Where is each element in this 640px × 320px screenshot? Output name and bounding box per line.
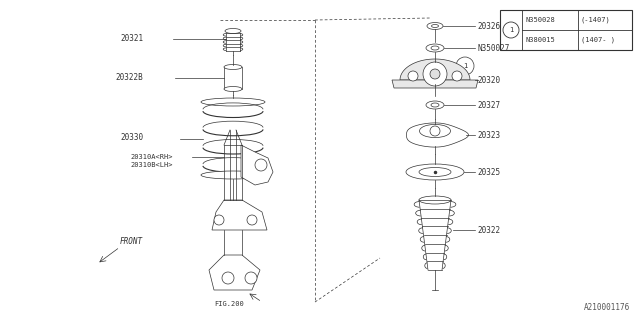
Ellipse shape [419, 124, 451, 138]
Ellipse shape [426, 101, 444, 109]
Polygon shape [241, 145, 273, 185]
Circle shape [245, 272, 257, 284]
Circle shape [255, 159, 267, 171]
Text: A210001176: A210001176 [584, 303, 630, 312]
Ellipse shape [224, 65, 242, 69]
Text: (-1407): (-1407) [581, 17, 611, 23]
Ellipse shape [406, 164, 464, 180]
Text: FRONT: FRONT [120, 237, 143, 246]
Text: 1: 1 [509, 27, 513, 33]
Text: 1: 1 [463, 63, 467, 69]
Text: 20321: 20321 [120, 34, 143, 43]
Text: 20326: 20326 [477, 22, 500, 31]
Text: 20310B<LH>: 20310B<LH> [130, 162, 173, 168]
Ellipse shape [419, 196, 451, 204]
Ellipse shape [431, 46, 439, 50]
Circle shape [503, 22, 519, 38]
Circle shape [214, 215, 224, 225]
Ellipse shape [419, 167, 451, 177]
Text: N380015: N380015 [525, 37, 555, 43]
Ellipse shape [431, 25, 438, 28]
Text: 20327: 20327 [477, 101, 500, 110]
Circle shape [456, 57, 474, 75]
Circle shape [423, 62, 447, 86]
Ellipse shape [201, 98, 265, 106]
Text: 20330: 20330 [120, 133, 143, 142]
Text: 20310A<RH>: 20310A<RH> [130, 154, 173, 160]
Polygon shape [406, 123, 468, 147]
Text: 20322: 20322 [477, 226, 500, 235]
Text: (1407- ): (1407- ) [581, 37, 615, 43]
Text: 20323: 20323 [477, 131, 500, 140]
Ellipse shape [426, 44, 444, 52]
Circle shape [452, 71, 462, 81]
Circle shape [430, 69, 440, 79]
Circle shape [430, 126, 440, 136]
Circle shape [408, 71, 418, 81]
Ellipse shape [224, 86, 242, 92]
Ellipse shape [431, 103, 439, 107]
Ellipse shape [201, 171, 265, 179]
Ellipse shape [427, 22, 443, 29]
Bar [224, 67, 242, 89]
Polygon shape [392, 80, 478, 88]
Text: N350027: N350027 [477, 44, 509, 53]
Text: N350028: N350028 [525, 17, 555, 23]
Polygon shape [209, 255, 260, 290]
Circle shape [222, 272, 234, 284]
Text: 20320: 20320 [477, 76, 500, 85]
Text: FIG.200: FIG.200 [214, 301, 244, 307]
Ellipse shape [225, 28, 241, 34]
Polygon shape [212, 200, 267, 230]
Text: 20325: 20325 [477, 168, 500, 177]
Bar [500, 10, 632, 50]
Polygon shape [400, 59, 470, 80]
Circle shape [247, 215, 257, 225]
Text: 20322B: 20322B [115, 73, 143, 82]
